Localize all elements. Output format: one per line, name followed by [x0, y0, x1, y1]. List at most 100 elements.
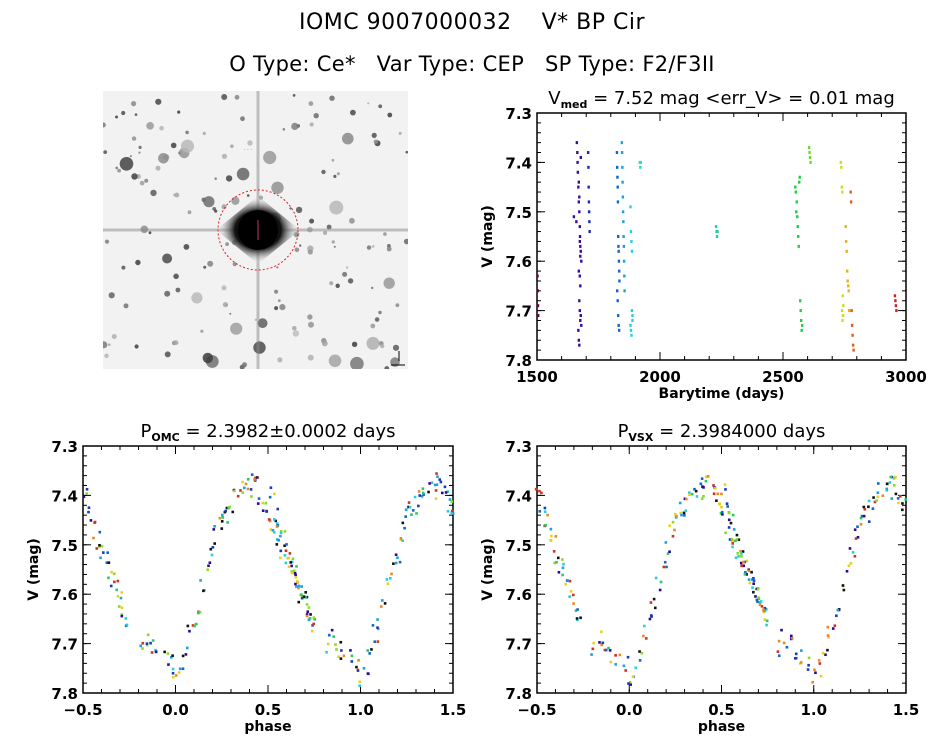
data-point [720, 505, 723, 509]
data-point [630, 249, 634, 253]
data-point [294, 582, 297, 586]
data-point [853, 528, 857, 532]
data-point [695, 495, 699, 498]
object-types: O Type: Ce* Var Type: CEP SP Type: F2/F3… [0, 52, 944, 76]
data-point [724, 488, 727, 491]
data-point [149, 641, 152, 645]
data-point [616, 200, 620, 204]
data-point [154, 650, 158, 654]
data-point [765, 623, 768, 627]
data-point [272, 518, 276, 521]
data-point [398, 560, 402, 564]
data-point [213, 542, 216, 545]
data-point [659, 580, 663, 584]
field-star [234, 94, 240, 100]
data-point [307, 618, 311, 622]
data-point [444, 491, 448, 494]
data-point [652, 597, 656, 601]
field-star [345, 266, 349, 269]
field-star [307, 314, 313, 320]
data-point [629, 328, 633, 332]
data-point [312, 622, 315, 626]
data-point [888, 481, 892, 484]
data-point [794, 185, 797, 189]
sky-image-canvas: · · · [103, 91, 408, 369]
data-point [587, 185, 590, 189]
data-point [867, 499, 871, 503]
data-point [233, 489, 236, 493]
field-star [221, 204, 227, 210]
field-star [271, 181, 284, 194]
data-point [799, 299, 802, 303]
data-point [116, 579, 120, 583]
data-point [714, 225, 718, 229]
data-point [839, 160, 843, 164]
data-point [752, 582, 755, 586]
data-point [207, 564, 210, 568]
field-star [395, 303, 400, 308]
data-point [279, 534, 282, 538]
field-star [398, 131, 402, 135]
data-point [113, 580, 116, 584]
data-point [549, 527, 553, 531]
field-star [347, 278, 354, 284]
data-point [833, 624, 837, 627]
y-axis-label: V (mag) [480, 538, 496, 601]
data-point [853, 554, 857, 558]
field-star [229, 312, 232, 315]
data-point [631, 675, 635, 678]
data-point [386, 582, 390, 586]
x-tick-label: 0.5 [255, 701, 282, 719]
data-point [87, 510, 90, 514]
data-point [438, 478, 442, 481]
data-point [622, 259, 626, 263]
data-point [371, 624, 375, 627]
data-point [578, 343, 581, 347]
data-point [305, 613, 309, 616]
field-star [185, 130, 189, 135]
field-star [329, 281, 334, 286]
data-point [841, 294, 844, 298]
field-star [313, 113, 319, 119]
field-star [307, 249, 313, 255]
data-point [446, 490, 450, 493]
data-point [578, 239, 582, 243]
data-point [885, 489, 889, 492]
data-point [300, 593, 303, 597]
data-point [896, 497, 900, 500]
data-point [725, 502, 729, 505]
field-star [221, 153, 228, 159]
data-point [729, 521, 733, 525]
data-point [623, 289, 626, 293]
data-point [312, 616, 316, 620]
data-point [854, 537, 858, 540]
plot-phase-vsx: PVSX = 2.3984000 days −0.5 0.0 0.5 1.0 1.5 7.3… [480, 421, 919, 735]
data-point [264, 501, 268, 505]
y-axis-label: V (mag) [26, 538, 42, 601]
data-point [867, 520, 871, 523]
data-point [785, 645, 789, 649]
data-point [851, 333, 854, 337]
data-point [418, 494, 422, 497]
data-point [618, 279, 621, 283]
data-point [616, 175, 619, 179]
data-point [154, 648, 157, 652]
data-point [615, 165, 619, 169]
data-point [250, 495, 253, 498]
x-tick-label: 3000 [885, 368, 927, 386]
data-point [560, 558, 564, 561]
data-point [894, 492, 898, 496]
data-point [572, 602, 575, 605]
data-point [901, 508, 904, 512]
data-point [807, 656, 811, 660]
data-point [290, 570, 294, 573]
data-point [673, 528, 676, 532]
data-point [576, 160, 579, 164]
target-circle [217, 189, 299, 271]
data-point [809, 160, 812, 164]
field-star [292, 330, 300, 337]
data-point [394, 561, 398, 565]
data-point [747, 578, 751, 581]
data-point [871, 507, 875, 510]
data-point [568, 595, 571, 598]
